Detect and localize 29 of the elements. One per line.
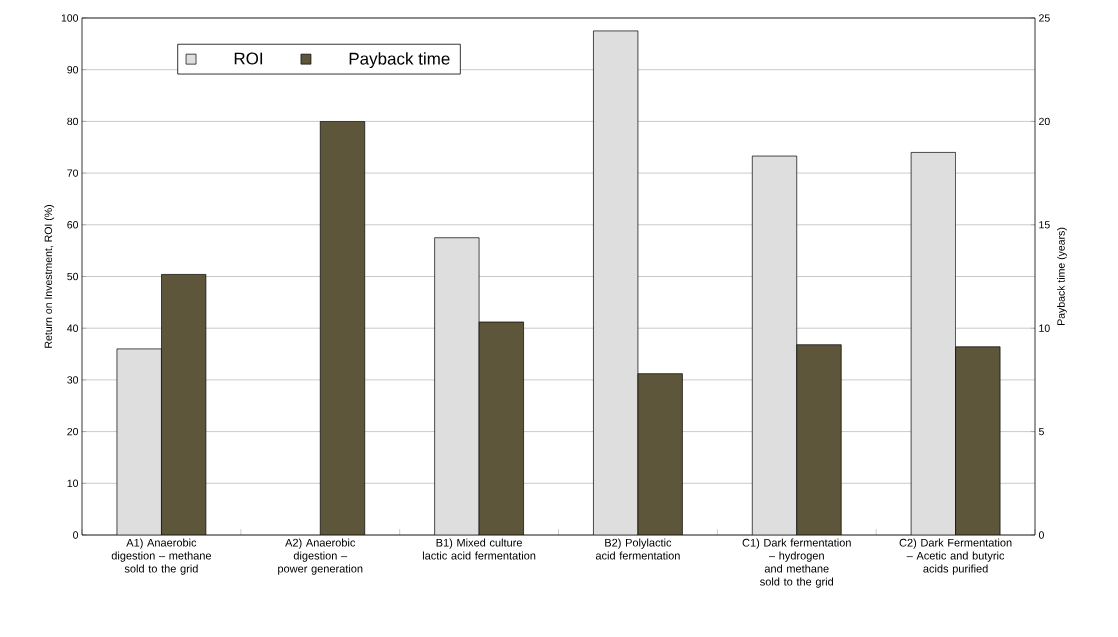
y2-tick-label: 10 [1039, 324, 1050, 332]
x-tick-label: A1) Anaerobic digestion – methane sold to the grid [111, 538, 212, 575]
x-tick-label: B1) Mixed culture lactic acid fermentation [422, 538, 536, 560]
y2-tick-label: 15 [1039, 221, 1050, 229]
y2-tick-label: 5 [1038, 427, 1044, 436]
y-tick-label: 70 [67, 169, 79, 177]
legend-label: ROI [234, 52, 263, 65]
x-tick-label: C1) Dark fermentation – hydrogen and methane sold to the grid [742, 538, 851, 588]
x-tick-label: C2) Dark Fermentation – Acetic and butyric acids purified [899, 538, 1012, 575]
y2-tick-label: 25 [1039, 14, 1050, 22]
y-tick-label: 90 [67, 65, 79, 74]
bar [593, 30, 639, 535]
y-axis-title: Return on Investment, ROI (%) [44, 205, 55, 348]
y-tick-label: 60 [67, 221, 79, 229]
y-tick-label: 50 [67, 272, 79, 281]
y-tick-label: 80 [67, 117, 79, 126]
y2-tick-label: 20 [1039, 117, 1050, 126]
bar [910, 152, 956, 535]
y2-tick-label: 0 [1038, 531, 1044, 539]
y-tick-label: 100 [61, 14, 79, 22]
y-tick-label: 10 [67, 479, 79, 488]
y-tick-label: 40 [67, 324, 79, 332]
y-tick-label: 20 [67, 427, 79, 436]
y-tick-label: 0 [73, 531, 79, 539]
y-tick-label: 30 [67, 376, 79, 384]
x-tick-label: A2) Anaerobic digestion – power generation [278, 538, 363, 575]
y2-axis-title: Payback time (years) [1057, 227, 1067, 325]
x-tick-label: B2) Polylactic acid fermentation [595, 538, 680, 560]
legend-label: Payback time [349, 52, 450, 69]
